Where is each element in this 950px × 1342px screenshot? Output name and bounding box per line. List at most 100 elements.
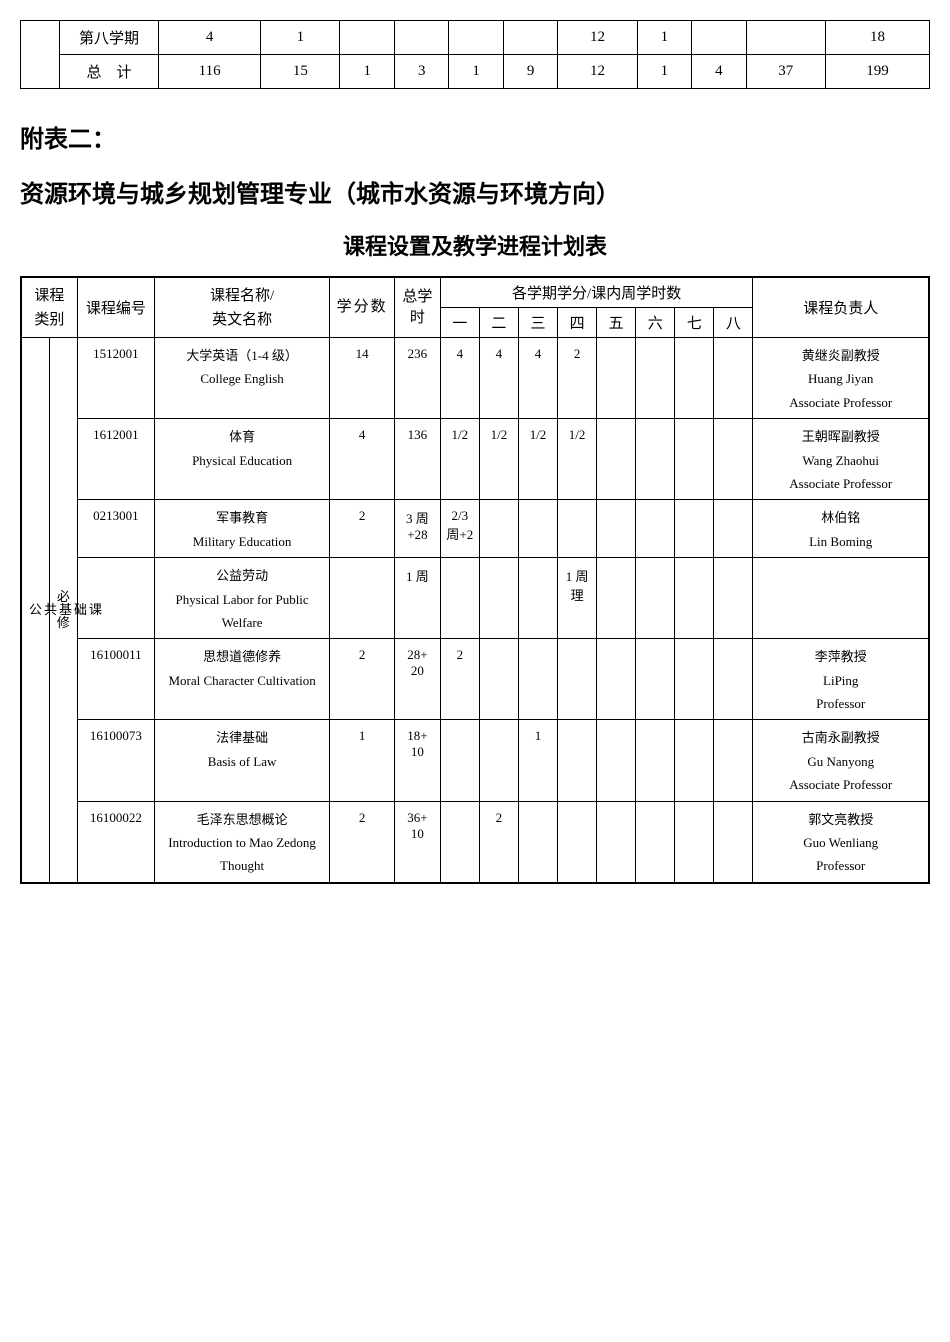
top-row-label: 第八学期	[60, 21, 159, 55]
person-cell: 王朝晖副教授Wang ZhaohuiAssociate Professor	[753, 419, 929, 500]
th-semester-group: 各学期学分/课内周学时数	[440, 277, 753, 308]
semester-cell	[714, 720, 753, 801]
hours-cell: 28+20	[395, 639, 441, 720]
semester-cell	[636, 720, 675, 801]
semester-cell: 1	[518, 720, 557, 801]
semester-cell: 2	[479, 801, 518, 883]
th-credits: 学分数	[330, 277, 395, 338]
course-name: 大学英语（1-4 级）College English	[154, 338, 329, 419]
top-cell: 116	[159, 55, 261, 89]
top-cell: 37	[746, 55, 825, 89]
semester-cell	[636, 558, 675, 639]
semester-cell	[518, 558, 557, 639]
course-name: 公益劳动Physical Labor for Public Welfare	[154, 558, 329, 639]
semester-cell: 1/2	[558, 419, 597, 500]
credits-cell: 4	[330, 419, 395, 500]
top-cell: 1	[261, 21, 340, 55]
hours-cell: 136	[395, 419, 441, 500]
table-row: 16100022毛泽东思想概论Introduction to Mao Zedon…	[21, 801, 929, 883]
top-cell: 18	[825, 21, 929, 55]
semester-cell	[479, 558, 518, 639]
top-row-label: 总 计	[60, 55, 159, 89]
top-pad-cell	[21, 21, 60, 89]
semester-cell: 1 周理	[558, 558, 597, 639]
top-cell	[449, 21, 503, 55]
semester-cell: 4	[440, 338, 479, 419]
semester-cell: 4	[479, 338, 518, 419]
semester-cell	[675, 801, 714, 883]
course-code: 16100022	[77, 801, 154, 883]
semester-cell	[714, 419, 753, 500]
heading-plan: 课程设置及教学进程计划表	[20, 229, 930, 261]
th-person: 课程负责人	[753, 277, 929, 338]
semester-cell	[479, 639, 518, 720]
top-cell: 9	[503, 55, 557, 89]
course-code: 16100011	[77, 639, 154, 720]
top-cell: 199	[825, 55, 929, 89]
hours-cell: 3 周+28	[395, 500, 441, 558]
hours-cell: 236	[395, 338, 441, 419]
person-cell: 林伯铭Lin Boming	[753, 500, 929, 558]
top-cell: 12	[558, 21, 637, 55]
th-semester: 七	[675, 308, 714, 338]
semester-cell	[558, 801, 597, 883]
semester-cell	[675, 500, 714, 558]
semester-cell	[597, 419, 636, 500]
semester-cell	[636, 639, 675, 720]
semester-cell: 1/2	[518, 419, 557, 500]
th-semester: 五	[597, 308, 636, 338]
th-hours: 总学时	[395, 277, 441, 338]
table-row: 16100073法律基础Basis of Law118+101古南永副教授Gu …	[21, 720, 929, 801]
th-course-code: 课程编号	[77, 277, 154, 338]
semester-cell	[558, 500, 597, 558]
heading-major: 资源环境与城乡规划管理专业（城市水资源与环境方向）	[20, 174, 930, 209]
semester-cell	[440, 720, 479, 801]
table-row: 16100011思想道德修养Moral Character Cultivatio…	[21, 639, 929, 720]
semester-cell	[675, 720, 714, 801]
heading-appendix: 附表二：	[20, 119, 930, 154]
credits-cell: 2	[330, 801, 395, 883]
semester-cell	[597, 558, 636, 639]
semester-cell	[636, 419, 675, 500]
person-cell: 李萍教授LiPingProfessor	[753, 639, 929, 720]
semester-cell	[440, 801, 479, 883]
course-name: 毛泽东思想概论Introduction to Mao Zedong Though…	[154, 801, 329, 883]
semester-cell	[597, 720, 636, 801]
semester-cell	[714, 500, 753, 558]
credits-cell: 14	[330, 338, 395, 419]
course-name: 法律基础Basis of Law	[154, 720, 329, 801]
credits-cell: 1	[330, 720, 395, 801]
hours-cell: 18+10	[395, 720, 441, 801]
semester-cell	[597, 801, 636, 883]
hours-cell: 1 周	[395, 558, 441, 639]
top-cell: 1	[340, 55, 394, 89]
semester-cell	[675, 558, 714, 639]
semester-cell	[675, 639, 714, 720]
top-cell: 1	[637, 21, 691, 55]
top-cell: 12	[558, 55, 637, 89]
top-cell	[340, 21, 394, 55]
semester-cell: 1/2	[440, 419, 479, 500]
semester-cell	[714, 639, 753, 720]
th-semester: 二	[479, 308, 518, 338]
table-row: 0213001军事教育Military Education23 周+282/3周…	[21, 500, 929, 558]
semester-cell	[597, 338, 636, 419]
table-row: 1612001体育Physical Education41361/21/21/2…	[21, 419, 929, 500]
semester-cell	[675, 338, 714, 419]
semester-cell	[714, 558, 753, 639]
semester-cell	[440, 558, 479, 639]
top-cell: 3	[394, 55, 448, 89]
semester-cell	[636, 338, 675, 419]
th-semester: 六	[636, 308, 675, 338]
course-code: 1612001	[77, 419, 154, 500]
person-cell: 黄继炎副教授Huang JiyanAssociate Professor	[753, 338, 929, 419]
semester-cell	[597, 500, 636, 558]
top-cell: 1	[449, 55, 503, 89]
th-course-name: 课程名称/英文名称	[154, 277, 329, 338]
th-semester: 一	[440, 308, 479, 338]
top-cell: 1	[637, 55, 691, 89]
person-cell	[753, 558, 929, 639]
top-cell	[746, 21, 825, 55]
curriculum-table: 课程类别 课程编号 课程名称/英文名称 学分数 总学时 各学期学分/课内周学时数…	[20, 276, 930, 884]
semester-cell	[518, 801, 557, 883]
